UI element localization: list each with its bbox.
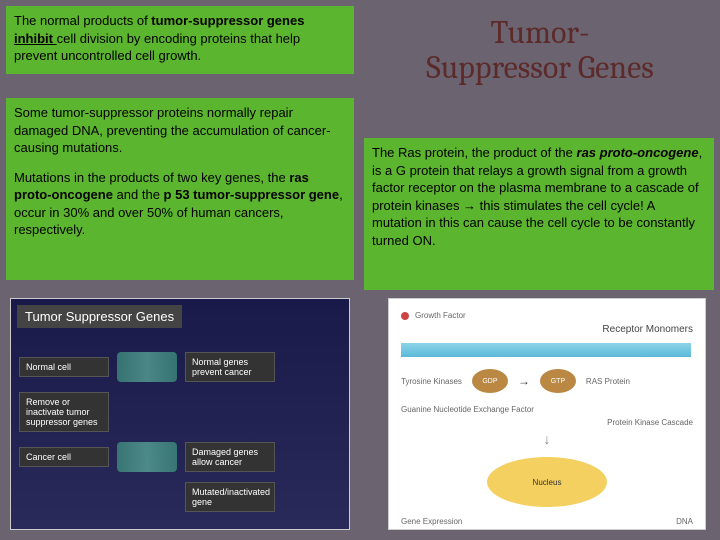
b3b: ras proto-oncogene — [577, 145, 699, 160]
dna-icon — [117, 352, 177, 382]
b2p2a: Mutations in the products of two key gen… — [14, 170, 289, 185]
membrane-icon — [401, 343, 691, 357]
arrow-down-icon: ↓ — [401, 431, 693, 447]
b1-pre: The normal products of — [14, 13, 151, 28]
text-box-3: The Ras protein, the product of the ras … — [364, 138, 714, 290]
text-box-2: Some tumor-suppressor proteins normally … — [6, 98, 354, 280]
img2-receptor: Receptor Monomers — [401, 324, 693, 335]
img1-l3: Cancer cell — [19, 447, 109, 467]
img2-dna: DNA — [676, 517, 693, 526]
b2p1a: Some tumor-suppressor proteins normally — [14, 105, 260, 120]
title-line2: Suppressor Genes — [426, 49, 654, 86]
b2p2c: and the — [113, 187, 164, 202]
img1-r3: Mutated/inactivated gene — [185, 482, 275, 512]
dna-icon-2 — [117, 442, 177, 472]
img1-l2: Remove or inactivate tumor suppressor ge… — [19, 392, 109, 432]
img2-gf: Growth Factor — [415, 311, 466, 320]
b1-bold: tumor-suppressor genes — [151, 13, 304, 28]
b3a: The Ras protein, the product of the — [372, 145, 577, 160]
slide-title: Tumor- Suppressor Genes — [370, 15, 710, 85]
b2p2d: p 53 tumor-suppressor gene — [164, 187, 340, 202]
nucleus-icon: Nucleus — [487, 457, 607, 507]
img2-gnef: Guanine Nucleotide Exchange Factor — [401, 405, 693, 414]
diagram-ras-signaling: Growth Factor Receptor Monomers Tyrosine… — [388, 298, 706, 530]
slide: Tumor- Suppressor Genes The normal produ… — [0, 0, 720, 540]
img2-pkc: Protein Kinase Cascade — [401, 418, 693, 427]
b1-post: cell division by encoding proteins that … — [14, 31, 300, 64]
img1-title: Tumor Suppressor Genes — [17, 305, 182, 328]
img1-r1: Normal genes prevent cancer — [185, 352, 275, 382]
img2-tk: Tyrosine Kinases — [401, 377, 462, 386]
img2-ras: RAS Protein — [586, 377, 630, 386]
growth-factor-icon — [401, 312, 409, 320]
b3d: stimulates the cell cycle — [504, 198, 641, 213]
img2-nucleus: Nucleus — [533, 478, 562, 487]
img2-ge: Gene Expression — [401, 517, 462, 526]
ras-gtp-icon: GTP — [540, 369, 576, 393]
img1-l1: Normal cell — [19, 357, 109, 377]
title-line1: Tumor- — [490, 14, 589, 51]
text-box-1: The normal products of tumor-suppressor … — [6, 6, 354, 74]
img1-r2: Damaged genes allow cancer — [185, 442, 275, 472]
ras-gdp-icon: GDP — [472, 369, 508, 393]
diagram-tumor-suppressor: Tumor Suppressor Genes Normal cell Norma… — [10, 298, 350, 530]
b1-underline: inhibit — [14, 31, 57, 46]
